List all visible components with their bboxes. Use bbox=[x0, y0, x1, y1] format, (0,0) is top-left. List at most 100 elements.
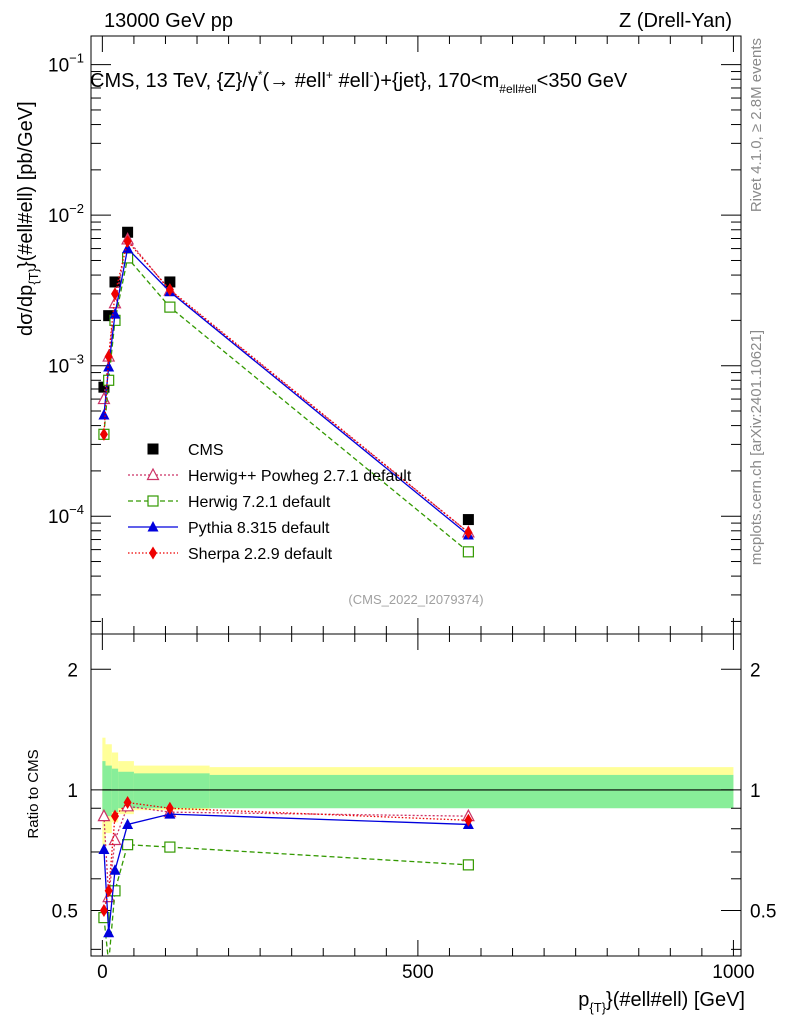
plot-title: CMS, 13 TeV, {Z}/γ*(→ #ell+ #ell-)+{jet}… bbox=[90, 68, 628, 96]
legend-marker bbox=[147, 521, 159, 532]
ratio-point bbox=[462, 859, 474, 871]
ratio-y-tick-label-right: 0.5 bbox=[750, 902, 776, 923]
ratio-panel-ticks: 2 2 1 1 0.5 0.5 0 500 1000 bbox=[52, 634, 776, 983]
mcplots-label: mcplots.cern.ch [arXiv:2401.10621] bbox=[748, 330, 765, 565]
data-point bbox=[110, 287, 119, 301]
data-point bbox=[98, 381, 110, 393]
ratio-point bbox=[464, 813, 473, 827]
ratio-point bbox=[99, 904, 108, 918]
y-tick-label: 10−1 bbox=[48, 51, 84, 77]
ratio-point bbox=[108, 832, 122, 846]
series-line bbox=[103, 237, 469, 533]
series-3 bbox=[98, 242, 474, 540]
ratio-series-1 bbox=[98, 839, 474, 956]
plot-title-part-e: <350 GeV bbox=[537, 70, 628, 92]
data-point bbox=[464, 525, 473, 539]
series-line bbox=[103, 247, 469, 536]
legend: CMS Herwig++ Powheg 2.7.1 default Herwig 7… bbox=[128, 442, 412, 563]
rivet-version-label: Rivet 4.1.0, ≥ 2.8M events bbox=[748, 38, 765, 212]
ratio-line bbox=[103, 813, 469, 933]
plot-title-part-d: )+{jet}, 170<m bbox=[374, 70, 500, 92]
legend-label: Sherpa 2.2.9 default bbox=[188, 546, 333, 563]
x-tick-label: 0 bbox=[97, 962, 108, 983]
green-band bbox=[133, 773, 210, 809]
green-band bbox=[105, 765, 112, 817]
ratio-point bbox=[165, 801, 174, 815]
data-point bbox=[103, 374, 115, 386]
ratio-series-0 bbox=[97, 799, 475, 903]
plot-title-star: * bbox=[258, 68, 263, 82]
ratio-point bbox=[98, 843, 110, 855]
ratio-point bbox=[122, 818, 134, 829]
legend-label: Herwig 7.2.1 default bbox=[188, 494, 331, 511]
x-tick-label: 1000 bbox=[712, 962, 754, 983]
ratio-point bbox=[97, 808, 111, 822]
ratio-y-tick-label-right: 2 bbox=[750, 660, 761, 681]
x-axis-label: p{T}}(#ell#ell) [GeV] bbox=[578, 989, 745, 1015]
ratio-panel-frame bbox=[90, 633, 742, 957]
plot-title-sub: #ell#ell bbox=[499, 82, 536, 96]
data-point bbox=[103, 361, 115, 372]
ratio-panel-series bbox=[97, 796, 475, 956]
series-line bbox=[103, 239, 469, 533]
ratio-point bbox=[123, 796, 132, 810]
data-point bbox=[104, 350, 113, 364]
legend-label: CMS bbox=[188, 442, 224, 459]
ratio-y-tick-label: 0.5 bbox=[52, 902, 78, 923]
series-4 bbox=[99, 234, 473, 539]
y-axis-label-b: }(#ell#ell) [pb/GeV] bbox=[15, 101, 37, 268]
main-panel-series bbox=[97, 226, 475, 558]
ratio-series-2 bbox=[98, 808, 474, 938]
analysis-id: (CMS_2022_I2079374) bbox=[348, 592, 483, 607]
y-tick-label: 10−4 bbox=[48, 502, 84, 528]
plot-title-plus: + bbox=[326, 68, 333, 82]
legend-marker bbox=[149, 546, 157, 560]
green-band bbox=[102, 761, 106, 821]
x-axis-label-b: }(#ell#ell) [GeV] bbox=[606, 989, 745, 1011]
ratio-point bbox=[122, 839, 134, 851]
x-tick-label: 500 bbox=[402, 962, 434, 983]
data-point bbox=[165, 283, 174, 297]
legend-marker bbox=[146, 467, 160, 481]
legend-marker bbox=[147, 443, 159, 455]
data-point bbox=[164, 301, 176, 313]
plot-title-part-b: (→ #ell bbox=[263, 70, 326, 92]
header-left: 13000 GeV pp bbox=[104, 10, 233, 32]
series-line bbox=[103, 256, 469, 553]
y-axis-label-sub: {T} bbox=[26, 267, 41, 284]
main-panel-ticks: 10−1 10−2 10−3 10−4 bbox=[48, 36, 741, 634]
header-right: Z (Drell-Yan) bbox=[619, 10, 732, 32]
ratio-point bbox=[103, 926, 115, 938]
data-point bbox=[462, 546, 474, 558]
ratio-y-tick-label: 1 bbox=[67, 781, 78, 802]
ratio-point bbox=[104, 884, 113, 898]
legend-label: Pythia 8.315 default bbox=[188, 520, 330, 537]
plot-title-part-c: #ell bbox=[333, 70, 370, 92]
ratio-y-tick-label-right: 1 bbox=[750, 781, 761, 802]
x-axis-label-a: p bbox=[578, 989, 589, 1011]
ratio-line bbox=[103, 843, 469, 956]
green-band bbox=[209, 774, 734, 809]
ratio-point bbox=[164, 841, 176, 853]
ratio-uncertainty-bands bbox=[102, 737, 734, 852]
ratio-y-tick-label: 2 bbox=[67, 660, 78, 681]
y-tick-label: 10−2 bbox=[48, 201, 84, 227]
y-tick-label: 10−3 bbox=[48, 352, 84, 378]
ratio-point bbox=[110, 809, 119, 823]
data-point bbox=[97, 391, 111, 405]
data-point bbox=[164, 276, 176, 288]
x-axis-label-sub: {T} bbox=[589, 1000, 606, 1015]
data-point bbox=[109, 308, 121, 319]
data-point bbox=[99, 427, 108, 441]
data-point bbox=[98, 409, 110, 420]
legend-marker bbox=[147, 495, 159, 507]
ratio-line bbox=[103, 805, 469, 898]
plot-title-part-a: CMS, 13 TeV, {Z}/γ bbox=[90, 70, 258, 92]
data-point bbox=[109, 276, 121, 288]
series-2 bbox=[98, 252, 474, 558]
ratio-point bbox=[109, 864, 121, 875]
data-point bbox=[122, 252, 134, 264]
y-axis-label-a: dσ/dp bbox=[15, 285, 37, 336]
ratio-series-3 bbox=[99, 796, 473, 918]
